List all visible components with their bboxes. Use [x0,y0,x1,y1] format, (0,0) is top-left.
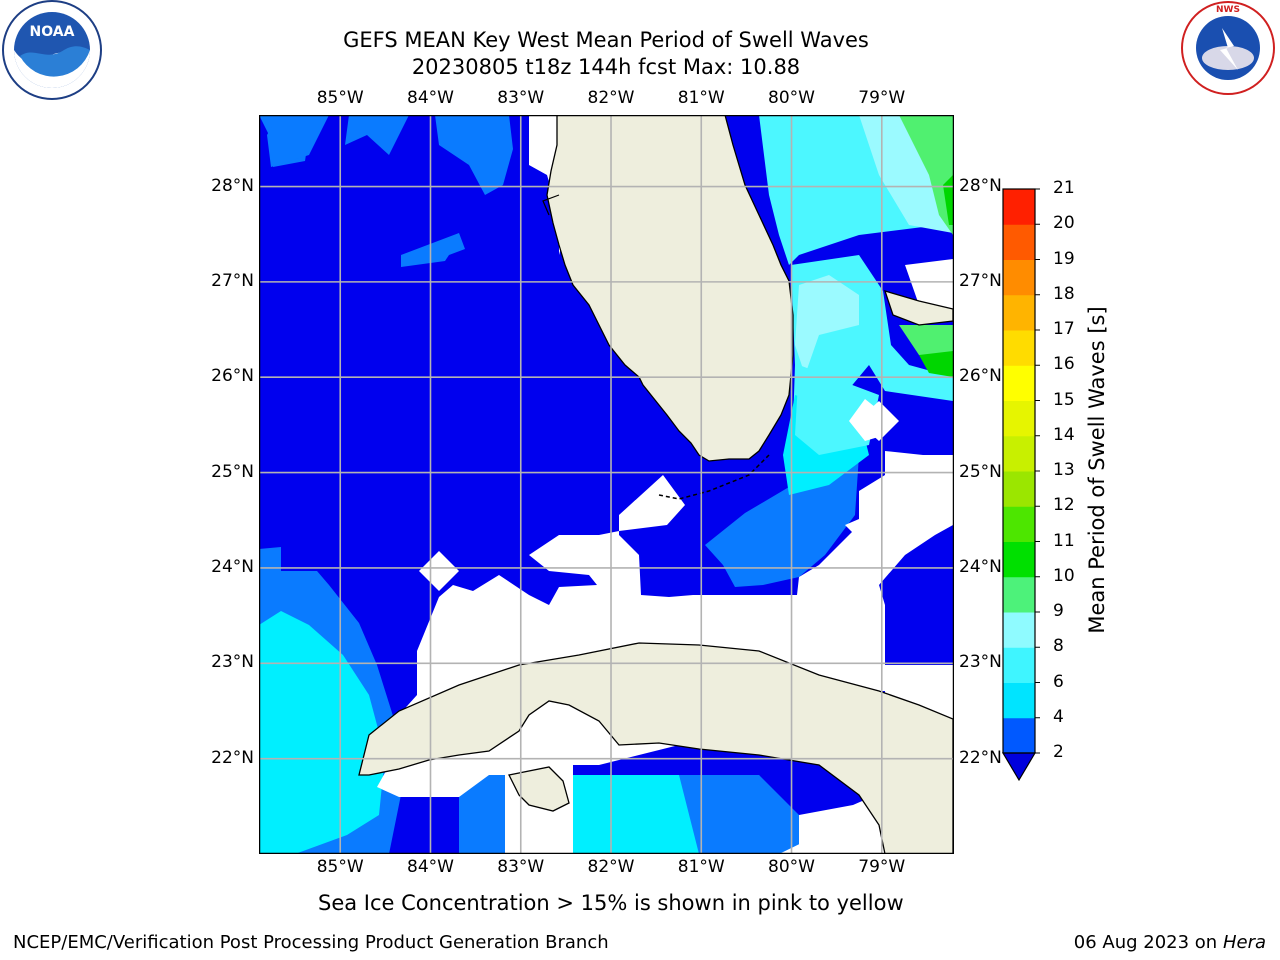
colorbar-segment [1003,435,1035,472]
colorbar-tick-label: 4 [1053,706,1064,727]
cuba [358,642,954,854]
lat-label-right: 25°N [959,461,1002,482]
svg-text:NWS: NWS [1216,5,1240,15]
lat-label-right: 26°N [959,366,1002,387]
florida-keys [658,454,770,500]
lon-label-top: 81°W [677,88,725,108]
colorbar-tick-label: 2 [1053,742,1064,762]
lat-label-left: 26°N [211,366,254,387]
colorbar-tick-label: 17 [1053,319,1075,339]
colorbar-tick-label: 13 [1053,460,1075,480]
colorbar-segment [1003,365,1035,401]
colorbar-segment [1003,717,1035,754]
noaa-logo: NOAA [2,0,102,100]
lat-label-left: 23°N [211,652,254,673]
lon-label-top: 85°W [316,88,364,108]
colorbar-segment [1003,471,1035,507]
colorbar-tick-label: 6 [1053,671,1064,692]
map-frame [259,115,954,854]
colorbar-segment [1003,259,1035,296]
lat-label-right: 22°N [959,747,1002,768]
gridlines [259,115,954,854]
colorbar-segment [1003,294,1035,331]
lat-label-right: 28°N [959,175,1002,196]
lon-label-top: 83°W [497,88,545,108]
footer-date: 06 Aug 2023 on Hera [1074,932,1266,953]
lon-label-bottom: 82°W [587,857,635,877]
lon-label-bottom: 79°W [858,857,906,877]
land [358,115,954,854]
lat-label-right: 24°N [959,556,1002,577]
colorbar-tick-label: 14 [1053,424,1075,445]
colorbar-tick-label: 12 [1053,495,1075,516]
lat-label-left: 24°N [211,556,254,577]
colorbar-segment [1003,541,1035,578]
colorbar-tick-label: 18 [1053,283,1075,304]
colorbar-segment [1003,682,1035,719]
colorbar-tick-label: 19 [1053,248,1075,269]
nws-logo: NWS [1181,1,1275,95]
swell-contours [259,115,953,854]
swell-period-map [259,115,954,854]
lat-label-left: 28°N [211,175,254,196]
lat-label-right: 23°N [959,652,1002,673]
colorbar-tick-label: 21 [1053,178,1075,198]
colorbar-segment [1003,612,1035,648]
colorbar-label: Mean Period of Swell Waves [s] [1085,306,1109,634]
colorbar-segment [1003,576,1035,613]
lat-label-left: 25°N [211,461,254,482]
sea-ice-note: Sea Ice Concentration > 15% is shown in … [318,891,904,915]
lon-label-top: 84°W [407,88,454,108]
lat-label-right: 27°N [959,270,1002,291]
lon-label-top: 80°W [768,88,815,108]
lon-label-bottom: 81°W [677,857,725,877]
colorbar-tick-label: 15 [1053,389,1075,410]
florida-peninsula [546,115,794,462]
colorbar-tick-label: 8 [1053,636,1064,657]
colorbar-segment [1003,506,1035,542]
colorbar-segment [1003,224,1035,260]
colorbar-tick-label: 20 [1053,213,1075,234]
lon-label-bottom: 84°W [407,857,454,877]
lat-label-left: 27°N [211,270,254,291]
chart-subtitle: 20230805 t18z 144h fcst Max: 10.88 [411,55,801,79]
noaa-logo-text: NOAA [30,24,75,40]
chart-title: GEFS MEAN Key West Mean Period of Swell … [343,28,869,52]
colorbar-tick-label: 9 [1053,601,1064,621]
colorbar-segment [1003,400,1035,437]
lon-label-top: 82°W [587,88,635,108]
colorbar-tick-label: 11 [1053,530,1075,551]
colorbar-tick-label: 10 [1053,565,1075,586]
lon-label-bottom: 83°W [497,857,545,877]
lon-label-top: 79°W [858,88,906,108]
footer-branch: NCEP/EMC/Verification Post Processing Pr… [13,932,609,953]
lon-label-bottom: 80°W [768,857,815,877]
colorbar-segment [1003,189,1035,225]
colorbar [1001,188,1040,782]
colorbar-tick-label: 16 [1053,354,1075,375]
lat-label-left: 22°N [211,747,254,768]
colorbar-segment [1003,647,1035,683]
footer-host: Hera [1222,932,1266,953]
footer-date-text: 06 Aug 2023 on [1073,932,1218,953]
lon-label-bottom: 85°W [316,857,364,877]
colorbar-segment [1003,330,1035,366]
